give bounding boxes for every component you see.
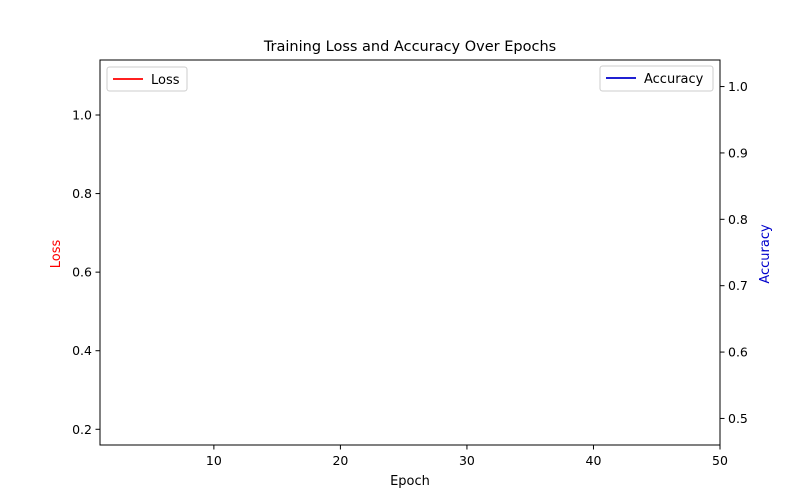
x-axis-ticks: 10 20 30 40 50 (206, 445, 728, 468)
right-tick-label: 0.9 (728, 145, 748, 160)
left-axis-ticks: 0.2 0.4 0.6 0.8 1.0 (72, 108, 100, 437)
right-tick-label: 0.7 (728, 278, 748, 293)
legend-left-frame (106, 66, 188, 92)
right-axis-ticks: 0.5 0.6 0.7 0.8 0.9 1.0 (720, 79, 748, 426)
left-tick-label: 0.2 (72, 422, 92, 437)
right-tick-label: 0.8 (728, 212, 748, 227)
x-tick-label: 40 (586, 453, 602, 468)
chart-title: Training Loss and Accuracy Over Epochs (263, 39, 556, 55)
left-tick-label: 0.8 (72, 186, 92, 201)
x-tick-label: 50 (712, 453, 728, 468)
legend-right-label: Accuracy (644, 72, 704, 87)
left-tick-label: 0.6 (72, 265, 92, 280)
left-tick-label: 1.0 (72, 108, 92, 123)
right-axis-label: Accuracy (758, 224, 773, 284)
legend-left-label: Loss (151, 73, 180, 88)
x-tick-label: 20 (332, 453, 348, 468)
right-tick-label: 0.5 (728, 411, 748, 426)
x-axis-label: Epoch (390, 474, 430, 489)
plot-area (99, 59, 721, 446)
left-tick-label: 0.4 (72, 343, 92, 358)
legend-right-frame (599, 65, 714, 92)
left-axis-label: Loss (49, 240, 64, 269)
right-tick-label: 1.0 (728, 79, 748, 94)
right-tick-label: 0.6 (728, 345, 748, 360)
legend-right: Accuracy (599, 65, 714, 92)
legend-left: Loss (106, 66, 188, 92)
x-tick-label: 10 (206, 453, 222, 468)
x-tick-label: 30 (459, 453, 475, 468)
